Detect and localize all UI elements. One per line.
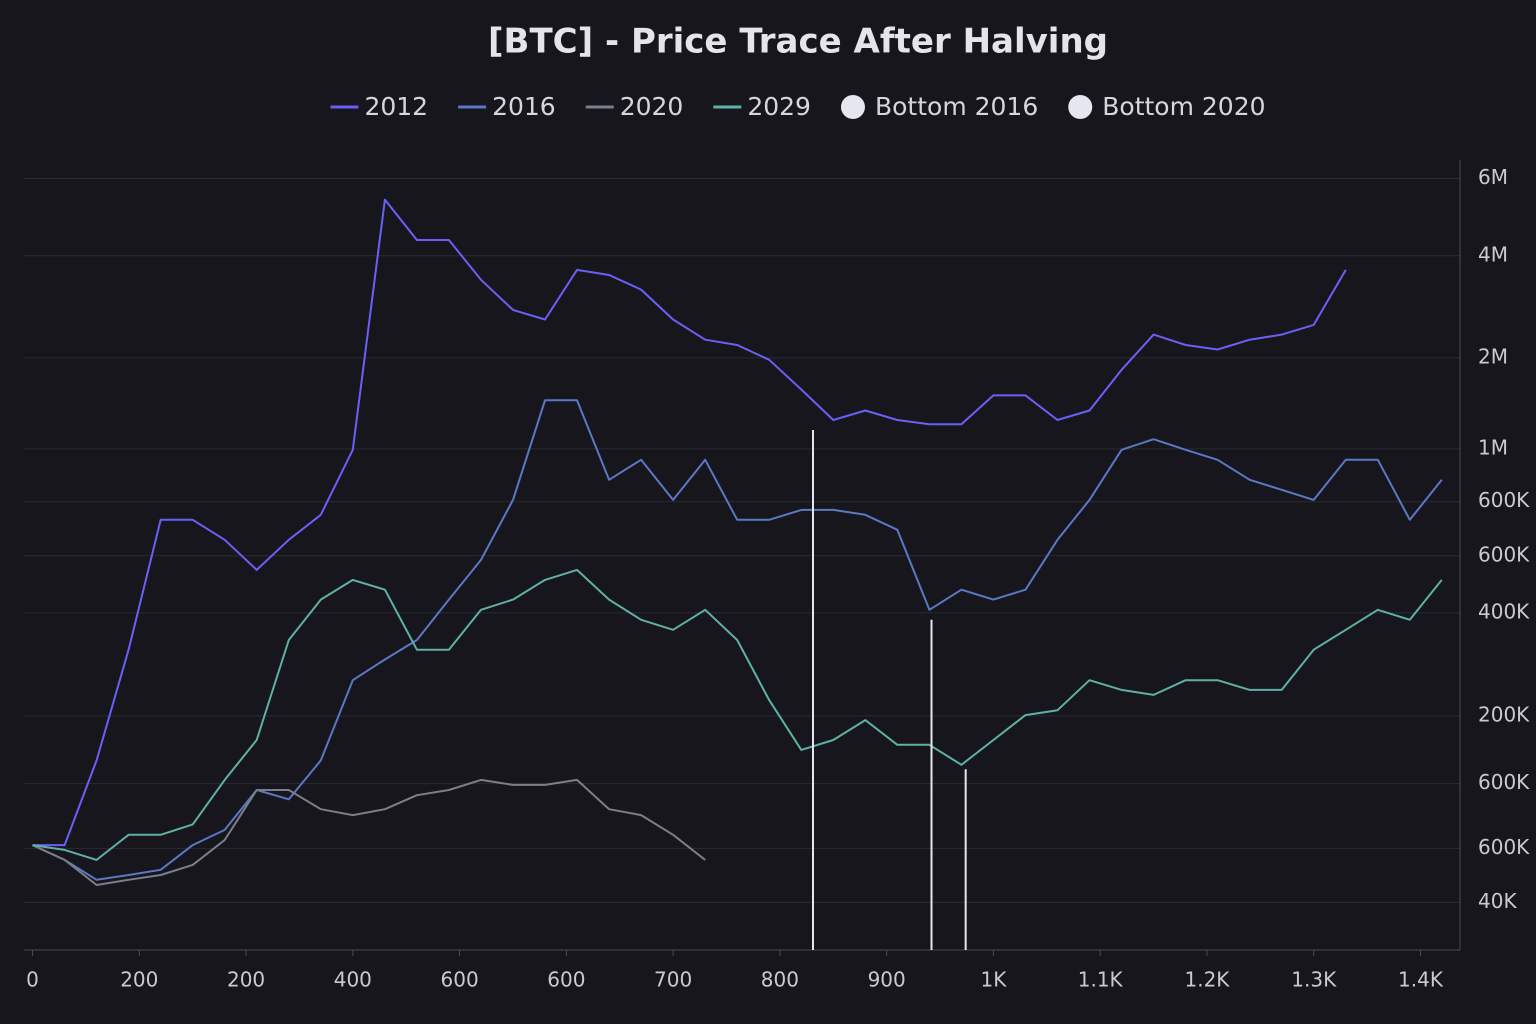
legend-item: Bottom 2016	[840, 92, 1038, 121]
y-tick-label: 6M	[1478, 165, 1508, 189]
x-tick-label: 400	[334, 968, 372, 992]
y-tick-label: 600K	[1478, 488, 1530, 512]
y-tick-label: 1M	[1478, 435, 1508, 459]
chart-title: [BTC] - Price Trace After Halving	[488, 22, 1108, 62]
legend-text: Bottom 2020	[1102, 92, 1265, 121]
legend-text: 2012	[364, 92, 428, 121]
x-tick-label: 1K	[981, 968, 1008, 992]
x-tick-label: 0	[26, 968, 39, 992]
legend-item: 2029	[713, 92, 811, 121]
x-tick-label: 1.3K	[1291, 968, 1337, 992]
x-tick-label: 200	[227, 968, 265, 992]
legend-text: 2020	[620, 92, 684, 121]
legend-text: 2016	[492, 92, 556, 121]
series-line	[32, 198, 1347, 847]
x-tick-label: 200	[120, 968, 158, 992]
legend-item: Bottom 2020	[1068, 92, 1266, 121]
legend-text: 2029	[747, 92, 811, 121]
series-line	[32, 778, 706, 886]
y-tick-label: 400K	[1478, 599, 1530, 623]
legend-text: Bottom 2016	[875, 92, 1038, 121]
x-tick-label: 700	[654, 968, 692, 992]
x-tick-label: 600	[547, 968, 585, 992]
y-tick-label: 4M	[1478, 242, 1508, 266]
x-tick-label: 900	[868, 968, 906, 992]
series-line	[32, 568, 1443, 861]
legend-item: 2012	[330, 92, 428, 121]
legend-symbol	[840, 95, 865, 119]
x-tick-label: 800	[761, 968, 799, 992]
legend-symbol	[1068, 95, 1093, 119]
x-tick-label: 600	[441, 968, 479, 992]
y-tick-label: 40K	[1478, 889, 1517, 913]
x-tick-label: 1.4K	[1398, 968, 1444, 992]
x-tick-label: 1.1K	[1078, 968, 1124, 992]
y-tick-label: 200K	[1478, 702, 1530, 726]
legend-item: 2016	[458, 92, 556, 121]
y-tick-label: 600K	[1478, 835, 1530, 859]
legend-item: 2020	[585, 92, 684, 121]
y-tick-label: 600K	[1478, 770, 1530, 794]
y-tick-label: 2M	[1478, 344, 1508, 368]
legend: 2012 2016 2020 2029 Bottom 2016 Bottom 2020	[330, 92, 1266, 121]
x-tick-label: 1.2K	[1185, 968, 1231, 992]
y-tick-label: 600K	[1478, 542, 1530, 566]
series-line	[32, 399, 1443, 881]
